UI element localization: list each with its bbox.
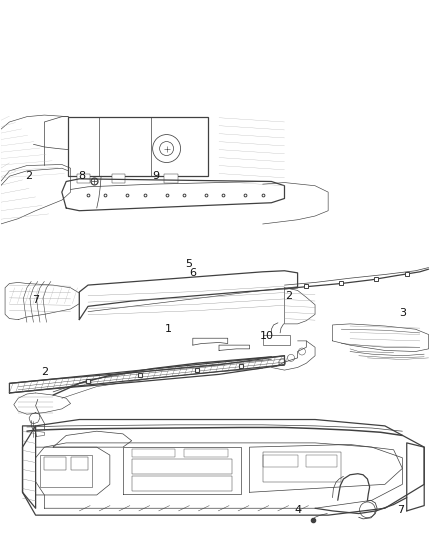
- Text: 7: 7: [32, 295, 39, 305]
- Bar: [263, 455, 297, 467]
- Bar: [132, 449, 175, 457]
- Text: 5: 5: [185, 259, 192, 269]
- Bar: [68, 117, 208, 176]
- Bar: [263, 335, 290, 345]
- Bar: [164, 174, 177, 183]
- Text: 6: 6: [189, 269, 196, 278]
- Text: 9: 9: [152, 171, 159, 181]
- Text: 1: 1: [165, 324, 172, 334]
- Bar: [71, 457, 88, 470]
- Bar: [132, 477, 232, 491]
- Text: 2: 2: [25, 171, 33, 181]
- Bar: [40, 455, 92, 487]
- Bar: [263, 453, 341, 482]
- Bar: [306, 455, 337, 467]
- Text: 10: 10: [260, 330, 274, 341]
- Bar: [44, 457, 66, 470]
- Text: 2: 2: [41, 367, 48, 377]
- Text: 4: 4: [294, 505, 301, 515]
- Bar: [184, 449, 228, 457]
- Text: 2: 2: [285, 290, 293, 301]
- Bar: [77, 174, 90, 183]
- Text: 7: 7: [397, 505, 404, 515]
- Bar: [132, 459, 232, 474]
- Text: 8: 8: [78, 171, 85, 181]
- Bar: [112, 174, 125, 183]
- Text: 3: 3: [399, 308, 406, 318]
